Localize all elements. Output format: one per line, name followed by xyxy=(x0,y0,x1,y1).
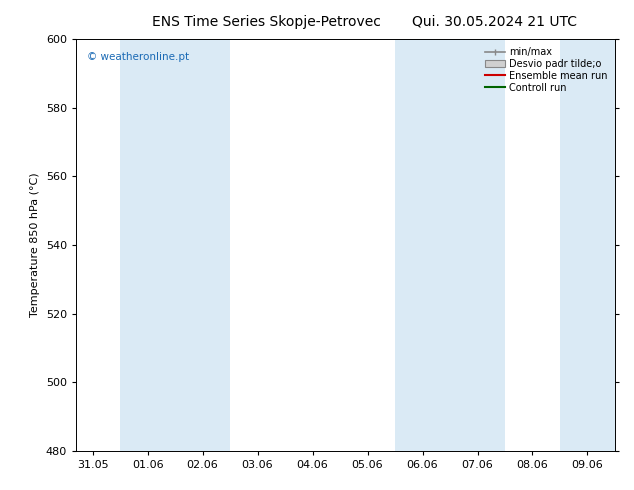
Text: © weatheronline.pt: © weatheronline.pt xyxy=(87,51,189,62)
Bar xyxy=(120,39,175,451)
Bar xyxy=(395,39,450,451)
Bar xyxy=(175,39,230,451)
Bar xyxy=(450,39,505,451)
Bar xyxy=(560,39,615,451)
Text: Qui. 30.05.2024 21 UTC: Qui. 30.05.2024 21 UTC xyxy=(412,15,577,29)
Text: ENS Time Series Skopje-Petrovec: ENS Time Series Skopje-Petrovec xyxy=(152,15,381,29)
Legend: min/max, Desvio padr tilde;o, Ensemble mean run, Controll run: min/max, Desvio padr tilde;o, Ensemble m… xyxy=(482,44,610,96)
Y-axis label: Temperature 850 hPa (°C): Temperature 850 hPa (°C) xyxy=(30,172,40,318)
